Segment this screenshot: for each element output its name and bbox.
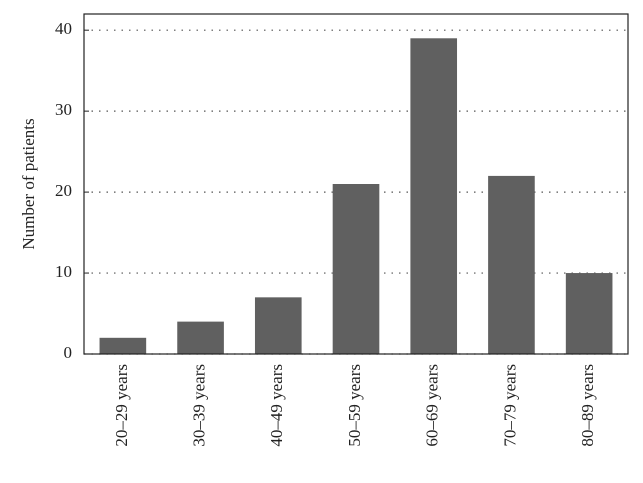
y-tick-label: 0 xyxy=(64,343,73,362)
bar xyxy=(565,273,613,354)
y-tick-label: 30 xyxy=(55,100,72,119)
bar xyxy=(410,38,458,355)
bar xyxy=(332,184,380,354)
x-tick-label: 40–49 years xyxy=(267,364,286,447)
y-tick-label: 40 xyxy=(55,19,72,38)
y-tick-label: 20 xyxy=(55,181,72,200)
plot-frame xyxy=(83,13,629,355)
bar xyxy=(99,337,147,354)
x-tick-label: 80–89 years xyxy=(578,364,597,447)
y-axis-label: Number of patients xyxy=(19,118,38,249)
bar xyxy=(488,175,535,354)
x-tick-label: 30–39 years xyxy=(189,364,208,447)
bar xyxy=(254,297,302,354)
y-tick-label: 10 xyxy=(55,262,72,281)
x-tick-label: 70–79 years xyxy=(500,364,519,447)
x-tick-label: 20–29 years xyxy=(112,364,131,447)
bar xyxy=(177,321,224,354)
x-tick-label: 50–59 years xyxy=(345,364,364,447)
x-tick-label: 60–69 years xyxy=(423,364,442,447)
